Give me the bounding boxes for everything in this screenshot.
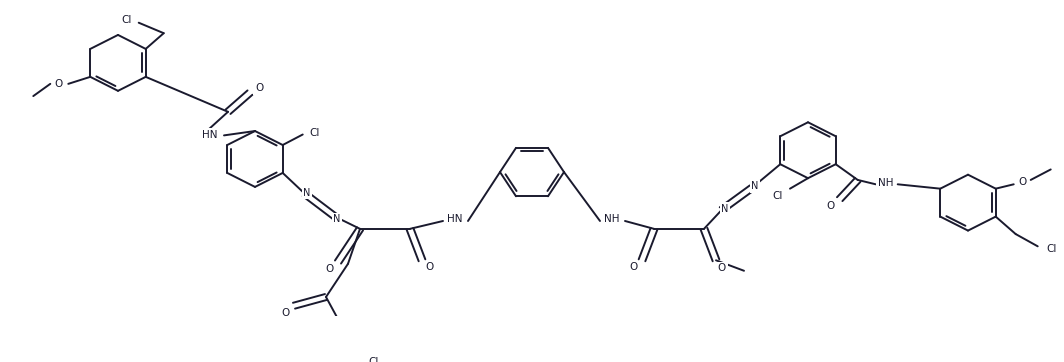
Text: Cl: Cl [121,15,132,25]
Text: Cl: Cl [772,191,783,201]
Text: Cl: Cl [310,128,320,138]
Text: HN: HN [447,214,463,224]
Text: O: O [630,262,638,272]
Text: O: O [281,308,289,318]
Text: Cl: Cl [369,358,379,362]
Text: O: O [718,263,726,273]
Text: O: O [255,83,263,93]
Text: N: N [721,204,729,214]
Text: HN: HN [202,130,218,139]
Text: O: O [326,264,334,274]
Text: N: N [333,214,340,224]
Text: N: N [303,188,311,198]
Text: Cl: Cl [1047,244,1057,254]
Text: NH: NH [878,177,894,188]
Text: O: O [425,262,433,272]
Text: O: O [827,201,835,211]
Text: N: N [751,181,759,191]
Text: NH: NH [604,214,619,224]
Text: O: O [1018,177,1027,187]
Text: O: O [54,79,63,89]
